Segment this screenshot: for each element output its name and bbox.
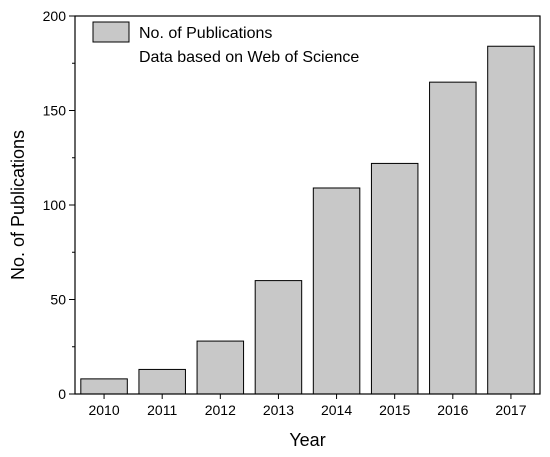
y-tick-label: 100 xyxy=(43,197,67,213)
legend-entry-series: No. of Publications xyxy=(139,25,272,42)
x-tick-label: 2013 xyxy=(263,402,294,418)
bar-2013 xyxy=(254,280,303,395)
x-tick-label: 2014 xyxy=(321,402,352,418)
y-tick-label: 200 xyxy=(43,8,67,24)
x-tick-label: 2011 xyxy=(147,402,177,418)
x-tick-label: 2016 xyxy=(437,402,468,418)
bars-group xyxy=(80,45,535,395)
x-tick-label: 2010 xyxy=(88,402,119,418)
bar-2017 xyxy=(487,45,535,395)
bar-2016 xyxy=(429,81,477,395)
bar-2011 xyxy=(138,368,186,395)
x-ticks-group: 2010 2011 2012 2013 2014 2015 2016 2017 xyxy=(88,394,527,418)
bar-2015 xyxy=(370,162,419,395)
legend: No. of Publications Data based on Web of… xyxy=(92,21,359,66)
x-tick-label: 2012 xyxy=(205,402,236,418)
bar-2010 xyxy=(80,378,128,395)
legend-entry-source: Data based on Web of Science xyxy=(139,49,359,66)
bar-2014 xyxy=(312,187,361,395)
y-axis-title: No. of Publications xyxy=(8,130,28,280)
y-tick-label: 0 xyxy=(58,386,66,402)
x-axis-title: Year xyxy=(289,430,325,450)
x-tick-label: 2017 xyxy=(495,402,526,418)
y-tick-label: 150 xyxy=(43,103,67,119)
bar-2012 xyxy=(196,340,245,395)
x-tick-label: 2015 xyxy=(379,402,410,418)
y-tick-label: 50 xyxy=(50,292,66,308)
y-ticks-group: 0 50 100 150 200 xyxy=(43,8,75,402)
legend-swatch xyxy=(92,21,130,43)
